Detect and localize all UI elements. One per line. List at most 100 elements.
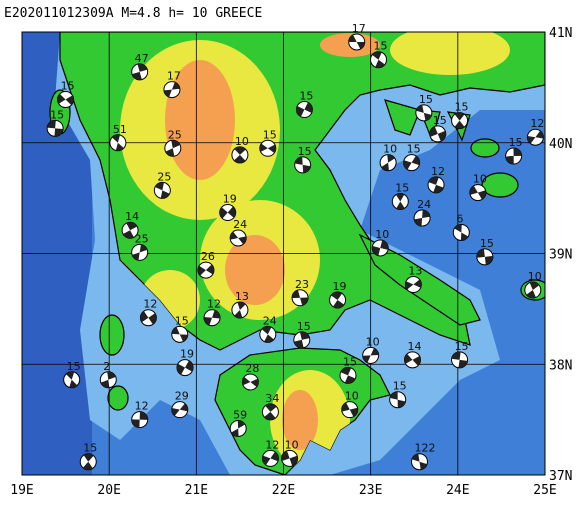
depth-label: 19 [223,193,237,206]
depth-label: 6 [456,212,463,225]
beachball-quadrant [344,375,356,384]
depth-label: 13 [235,290,249,303]
depth-label: 29 [175,390,189,403]
beachball-quadrant [389,391,398,400]
focal-mechanism [404,351,422,369]
beachball-quadrant [57,93,66,104]
beachball-quadrant [148,313,157,325]
focal-mechanism [410,453,428,471]
focal-mechanism [131,63,149,81]
depth-label: 17 [352,22,366,35]
focal-mechanism [171,401,189,419]
beachball-quadrant [234,309,243,318]
depth-label: 15 [299,90,313,103]
focal-mechanism [241,373,259,391]
beachball-quadrant [375,59,385,68]
focal-mechanism [231,146,249,164]
beachball-quadrant [292,290,301,299]
beachball-quadrant [405,281,414,290]
beachball-quadrant [505,156,514,165]
beachball-quadrant [204,316,213,326]
beachball-quadrant [404,353,413,364]
focal-mechanism [379,154,397,172]
depth-label: 10 [383,143,397,156]
depth-label: 34 [265,392,279,405]
depth-label: 15 [395,181,409,194]
beachball-quadrant [526,290,536,299]
beachball-quadrant [219,207,228,219]
focal-mechanism [197,261,215,279]
beachball-quadrant [270,451,279,462]
beachball-quadrant [126,222,138,231]
depth-label: 2 [103,360,110,373]
focal-mechanism [429,125,447,143]
beachball-quadrant [242,376,251,386]
depth-label: 15 [263,128,277,141]
focal-mechanism [219,204,237,222]
beachball-quadrant [179,334,188,342]
beachball-quadrant [381,162,389,171]
depth-label: 17 [167,70,181,83]
focal-mechanism [153,181,171,199]
depth-label: 15 [374,40,388,53]
focal-mechanism [229,419,247,437]
beachball-quadrant [395,193,405,202]
focal-mechanism [99,371,117,389]
depth-label: 10 [528,270,542,283]
focal-mechanism [451,351,469,369]
focal-mechanism [427,176,445,194]
depth-label: 10 [235,135,249,148]
focal-mechanism [451,112,469,130]
beachball-quadrant [47,120,56,129]
beachball-quadrant [171,327,180,335]
beachball-quadrant [212,310,221,319]
focal-mechanism [259,139,277,157]
y-tick-label: 39N [549,248,572,263]
depth-label: 47 [135,52,149,65]
focal-mechanism [109,134,127,152]
beachball-quadrant [529,282,540,291]
x-tick-label: 21E [185,483,208,498]
depth-label: 10 [473,173,487,186]
x-tick-label: 22E [272,483,295,498]
beachball-quadrant [139,244,148,253]
beachball-quadrant [264,334,274,343]
beachball-quadrant [132,252,140,261]
depth-label: 15 [455,101,469,114]
beachball-quadrant [535,130,544,139]
depth-label: 19 [333,280,347,293]
beachball-quadrant [281,450,290,461]
beachball-quadrant [185,360,194,372]
focal-mechanism [57,91,75,109]
beachball-quadrant [513,148,522,157]
beachball-quadrant [419,461,428,470]
focal-mechanism [371,239,389,257]
focal-mechanism [505,147,523,165]
depth-label: 23 [295,278,309,291]
focal-mechanism [329,291,347,309]
depth-label: 15 [419,93,433,106]
beachball-quadrant [416,105,424,113]
beachball-quadrant [137,63,148,72]
focal-mechanism [452,223,470,241]
beachball-quadrant [304,102,313,114]
depth-label: 10 [345,390,359,403]
beachball-quadrant [267,144,276,153]
beachball-quadrant [237,420,246,429]
beachball-quadrant [414,218,423,227]
beachball-quadrant [205,264,214,275]
beachball-quadrant [330,292,343,301]
beachball-quadrant [66,371,75,380]
depth-label: 15 [455,340,469,353]
beachball-quadrant [458,359,468,368]
depth-label: 122 [414,442,435,455]
beachball-quadrant [372,246,381,256]
beachball-quadrant [428,176,439,185]
beachball-quadrant [437,130,446,142]
beachball-quadrant [111,134,120,143]
beachball-quadrant [332,300,345,309]
beachball-quadrant [259,143,268,152]
depth-label: 10 [285,438,299,451]
beachball-quadrant [177,363,186,375]
focal-mechanism [291,289,309,307]
